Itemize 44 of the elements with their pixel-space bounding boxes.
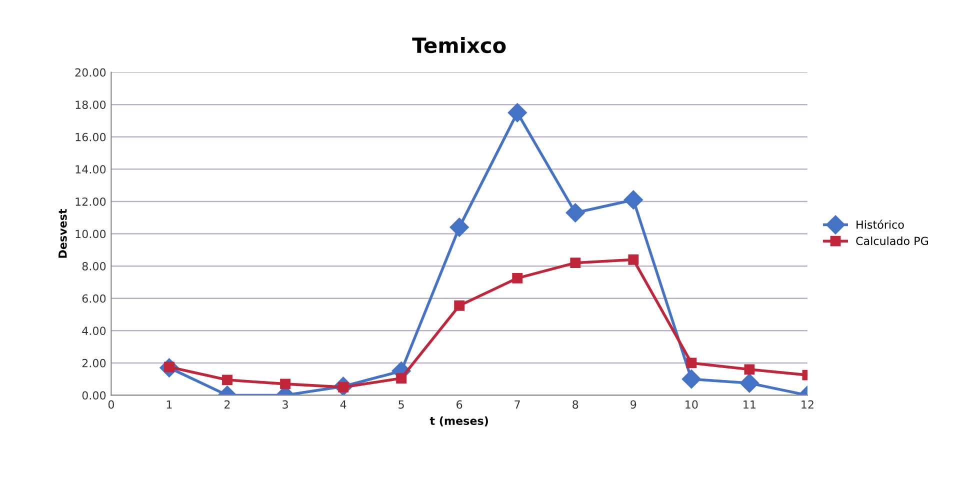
y-tick-label: 8.00 [82,262,106,270]
point [740,374,759,393]
x-tick-label: 2 [224,400,230,409]
point [624,190,643,210]
y-axis-title: Desvest [58,208,67,258]
point [682,370,701,389]
chart-title: Temixco [412,37,506,54]
y-tick-label: 18.00 [76,100,106,109]
x-tick-label: 4 [340,400,346,409]
legend-label: Histórico [856,220,904,229]
y-tick-label: 16.00 [76,132,106,142]
x-tick-label: 1 [166,400,172,409]
x-tick-label: 5 [398,400,404,409]
point [450,218,469,237]
point [396,373,407,384]
y-tick-label: 10.00 [76,230,106,238]
x-axis-title: t (meses) [430,416,488,426]
y-tick-label: 2.00 [82,358,106,368]
point [512,272,523,284]
x-tick-label: 9 [630,400,636,409]
point [454,300,465,311]
y-tick-label: 12.00 [76,197,106,206]
x-tick-label: 12 [802,400,814,409]
x-tick-label: 0 [108,400,114,409]
point [628,254,639,265]
x-tick-label: 3 [282,400,288,409]
x-tick-label: 6 [456,400,462,409]
legend-label: Calculado PG [856,236,928,246]
x-tick-label: 7 [514,400,520,409]
y-tick-label: 6.00 [82,294,106,303]
point [280,378,290,390]
point [686,358,697,368]
point [570,258,581,268]
y-tick-label: 20.00 [75,68,106,77]
y-tick-label: 0.00 [82,391,106,400]
y-tick-label: 4.00 [82,326,106,336]
point [222,374,232,386]
x-tick-label: 10 [686,400,698,409]
x-tick-label: 11 [744,400,756,409]
point [508,103,527,122]
point [566,203,585,222]
point [744,364,755,375]
y-tick-label: 14.00 [76,165,106,174]
x-tick-label: 8 [572,400,578,409]
